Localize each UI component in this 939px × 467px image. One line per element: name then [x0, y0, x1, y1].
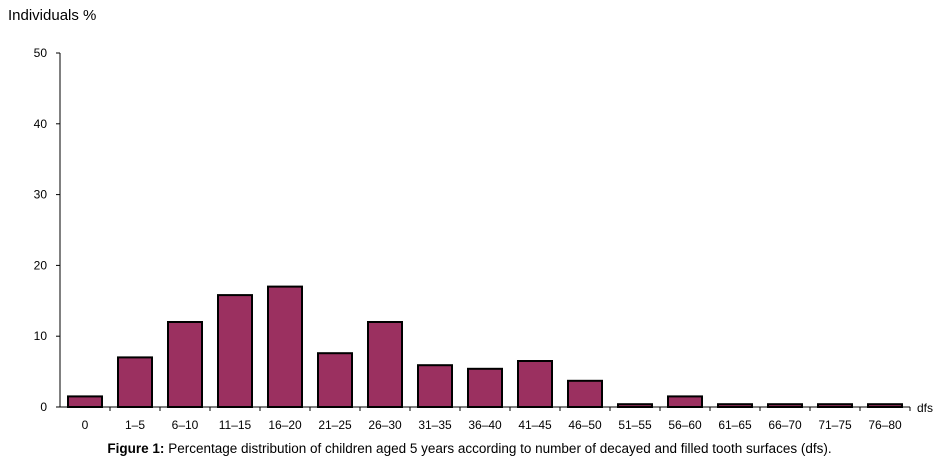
bar-10	[567, 379, 603, 408]
y-axis-label: Individuals %	[8, 7, 96, 24]
x-tick-label: 31–35	[418, 418, 452, 432]
x-tick-label: 36–40	[468, 418, 502, 432]
x-tick-label: 6–10	[172, 418, 199, 432]
x-tick-label: 16–20	[268, 418, 302, 432]
bar-1	[117, 356, 153, 408]
bar-5	[317, 352, 353, 409]
figure-caption-label: Figure 1:	[107, 441, 165, 456]
y-axis-ticks: 0 10 20 30 40 50	[34, 46, 60, 414]
bar-0	[67, 395, 103, 408]
figure-caption-text: Percentage distribution of children aged…	[164, 441, 832, 456]
x-tick-label: 71–75	[818, 418, 852, 432]
bar-3	[217, 294, 253, 409]
bar-9	[517, 360, 553, 408]
bars-group	[67, 285, 903, 409]
x-tick-label: 46–50	[568, 418, 602, 432]
y-tick-label: 30	[34, 188, 48, 202]
x-tick-label: 61–65	[718, 418, 752, 432]
x-tick-label: 0	[82, 418, 89, 432]
x-axis-label: dfs	[917, 401, 933, 415]
x-tick-label: 51–55	[618, 418, 652, 432]
x-tick-label: 21–25	[318, 418, 352, 432]
x-axis-ticks: 0 1–5 6–10 11–15 16–20 21–25 26–30 31–35 36–40 41…	[82, 407, 911, 432]
x-tick-label: 76–80	[868, 418, 902, 432]
x-tick-label: 41–45	[518, 418, 552, 432]
bar-2	[167, 321, 203, 408]
figure-caption: Figure 1: Percentage distribution of chi…	[0, 441, 939, 456]
y-tick-label: 20	[34, 258, 48, 272]
bar-8	[467, 367, 503, 408]
y-tick-label: 10	[34, 329, 48, 343]
x-tick-label: 11–15	[219, 418, 252, 432]
bar-12	[667, 395, 703, 408]
x-tick-label: 66–70	[768, 418, 802, 432]
bar-4	[267, 285, 303, 409]
bar-6	[367, 321, 403, 408]
y-tick-label: 0	[40, 400, 47, 414]
y-tick-label: 40	[34, 117, 48, 131]
y-tick-label: 50	[34, 46, 48, 60]
x-tick-label: 26–30	[368, 418, 402, 432]
x-tick-label: 56–60	[668, 418, 702, 432]
bar-7	[417, 364, 453, 409]
x-tick-label: 1–5	[125, 418, 145, 432]
